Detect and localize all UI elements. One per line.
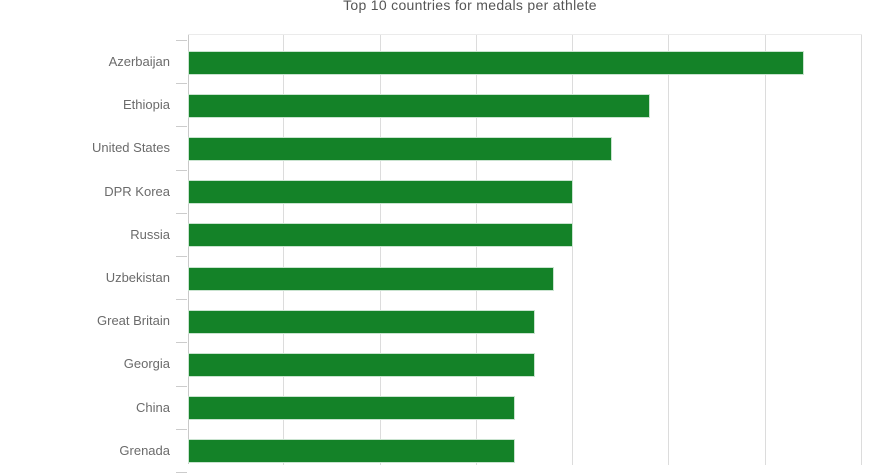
category-tick bbox=[176, 342, 187, 344]
gridline-1 bbox=[283, 35, 285, 465]
gridline-6 bbox=[764, 35, 766, 465]
category-tick bbox=[176, 40, 187, 41]
category-tick bbox=[176, 428, 187, 430]
category-tick bbox=[176, 83, 187, 85]
bar-grenada bbox=[188, 439, 516, 464]
category-label-great-britain: Great Britain bbox=[97, 313, 170, 329]
bar-dpr-korea bbox=[188, 180, 574, 205]
gridline-4 bbox=[572, 35, 574, 465]
plot-area bbox=[188, 34, 862, 465]
bar-united-states bbox=[188, 137, 612, 161]
category-tick bbox=[176, 212, 187, 214]
category-tick bbox=[176, 126, 187, 128]
category-label-russia: Russia bbox=[130, 226, 170, 242]
bar-azerbaijan bbox=[188, 50, 805, 75]
gridline-5 bbox=[668, 35, 670, 465]
category-tick bbox=[176, 169, 187, 171]
category-tick bbox=[176, 299, 187, 301]
gridline-7 bbox=[861, 35, 862, 465]
category-label-uzbekistan: Uzbekistan bbox=[105, 270, 170, 285]
category-label-dpr-korea: DPR Korea bbox=[104, 183, 170, 199]
bar-ethiopia bbox=[188, 93, 651, 118]
category-label-azerbaijan: Azerbaijan bbox=[108, 54, 170, 69]
bar-great-britain bbox=[188, 309, 535, 334]
category-label-china: China bbox=[136, 399, 170, 415]
category-label-grenada: Grenada bbox=[119, 442, 170, 458]
category-tick bbox=[176, 256, 187, 257]
gridline-3 bbox=[475, 35, 477, 465]
bar-china bbox=[188, 396, 516, 421]
category-label-united-states: United States bbox=[91, 140, 170, 156]
category-label-georgia: Georgia bbox=[123, 356, 170, 372]
gridline-2 bbox=[379, 35, 381, 465]
bar-uzbekistan bbox=[188, 266, 554, 291]
category-label-ethiopia: Ethiopia bbox=[123, 97, 170, 113]
bar-russia bbox=[188, 223, 574, 248]
y-axis-line bbox=[188, 34, 189, 464]
chart-title: Top 10 countries for medals per athlete bbox=[343, 0, 597, 13]
bar-georgia bbox=[188, 353, 535, 377]
category-tick bbox=[176, 385, 187, 387]
